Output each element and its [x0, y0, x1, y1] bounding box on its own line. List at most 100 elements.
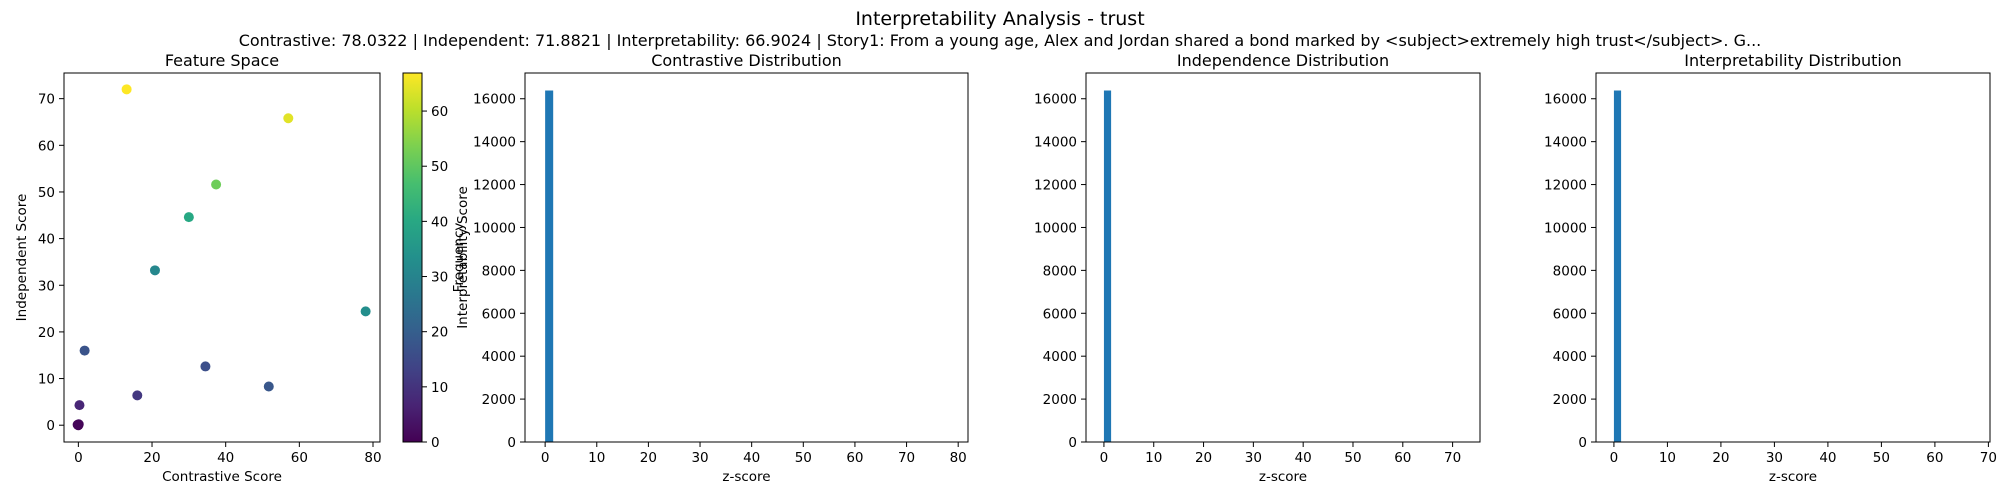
colorbar-tick-label: 30	[431, 270, 448, 286]
x-axis-label: Contrastive Score	[162, 469, 282, 485]
y-tick-label: 4000	[1043, 349, 1077, 365]
y-tick-label: 10	[38, 372, 55, 388]
x-tick-label: 30	[691, 450, 708, 466]
y-tick-label: 20	[38, 325, 55, 341]
x-tick-label: 70	[898, 450, 915, 466]
y-tick-label: 6000	[1043, 306, 1077, 322]
x-tick-label: 50	[795, 450, 812, 466]
y-tick-label: 12000	[1034, 178, 1077, 194]
y-tick-label: 6000	[1553, 306, 1587, 322]
colorbar-tick-label: 60	[431, 104, 448, 120]
scatter-point	[121, 84, 132, 95]
scatter-point	[200, 361, 211, 372]
plot-frame	[524, 72, 969, 443]
y-tick-label: 8000	[1553, 263, 1587, 279]
x-tick-label: 0	[1610, 450, 1619, 466]
figure-title: Interpretability Analysis - trust	[855, 8, 1144, 30]
y-tick-label: 8000	[482, 263, 516, 279]
y-axis-label: Independent Score	[14, 194, 30, 322]
y-tick-label: 2000	[1043, 392, 1077, 408]
panel-title: Contrastive Distribution	[651, 51, 842, 70]
x-axis-label: z-score	[1769, 469, 1817, 485]
y-tick-label: 4000	[1553, 349, 1587, 365]
plot-frame-top	[524, 72, 969, 443]
x-tick-label: 60	[291, 450, 308, 466]
colorbar-label: Interpretability Score	[455, 186, 471, 329]
y-tick-label: 14000	[473, 135, 516, 151]
x-tick-label: 20	[143, 450, 160, 466]
x-tick-label: 70	[1980, 450, 1997, 466]
y-tick-label: 40	[38, 232, 55, 248]
plot-frame	[63, 72, 381, 443]
y-tick-label: 6000	[482, 306, 516, 322]
x-tick-label: 70	[1444, 450, 1461, 466]
scatter-point	[74, 400, 85, 411]
panel-title: Independence Distribution	[1177, 51, 1389, 70]
y-tick-label: 0	[1578, 435, 1587, 451]
x-tick-label: 80	[364, 450, 381, 466]
x-tick-label: 0	[541, 450, 550, 466]
plot-frame-top	[1085, 72, 1481, 443]
scatter-point	[263, 381, 274, 392]
x-tick-label: 50	[1873, 450, 1890, 466]
x-axis-label: z-score	[722, 469, 770, 485]
x-tick-label: 0	[1100, 450, 1109, 466]
scatter-point	[183, 212, 194, 223]
scatter-point	[360, 306, 371, 317]
colorbar	[402, 72, 423, 443]
x-tick-label: 20	[1195, 450, 1212, 466]
colorbar-tick-label: 10	[431, 380, 448, 396]
x-tick-label: 10	[1659, 450, 1676, 466]
y-tick-label: 70	[38, 92, 55, 108]
x-tick-label: 0	[74, 450, 83, 466]
scatter-point	[79, 345, 90, 356]
y-tick-label: 16000	[1544, 92, 1587, 108]
colorbar-tick-label: 0	[431, 435, 440, 451]
y-axis-label: Frequency	[451, 223, 467, 293]
panel-title: Interpretability Distribution	[1684, 51, 1902, 70]
y-tick-label: 30	[38, 278, 55, 294]
plot-frame-top	[1595, 72, 1991, 443]
colorbar-tick-label: 40	[431, 214, 448, 230]
y-tick-label: 2000	[1553, 392, 1587, 408]
y-tick-label: 0	[46, 418, 55, 434]
x-axis-label: z-score	[1259, 469, 1307, 485]
y-tick-label: 50	[38, 185, 55, 201]
x-tick-label: 50	[1344, 450, 1361, 466]
figure-subtitle: Contrastive: 78.0322 | Independent: 71.8…	[239, 31, 1762, 50]
x-tick-label: 40	[217, 450, 234, 466]
colorbar-tick-label: 20	[431, 325, 448, 341]
y-tick-label: 10000	[473, 220, 516, 236]
y-tick-label: 10000	[1544, 220, 1587, 236]
scatter-point	[132, 390, 143, 401]
plot-frame	[1595, 72, 1991, 443]
x-tick-label: 80	[950, 450, 967, 466]
y-tick-label: 8000	[1043, 263, 1077, 279]
x-tick-label: 30	[1245, 450, 1262, 466]
y-tick-label: 4000	[482, 349, 516, 365]
x-tick-label: 10	[588, 450, 605, 466]
x-tick-label: 60	[846, 450, 863, 466]
y-tick-label: 12000	[473, 178, 516, 194]
y-tick-label: 0	[507, 435, 516, 451]
histogram-bar	[1613, 90, 1622, 443]
scatter-point	[211, 179, 222, 190]
scatter-point	[149, 265, 160, 276]
y-tick-label: 14000	[1544, 135, 1587, 151]
plot-frame	[1085, 72, 1481, 443]
x-tick-label: 20	[1712, 450, 1729, 466]
x-tick-label: 40	[1295, 450, 1312, 466]
histogram-bar	[545, 90, 554, 443]
panel-title: Feature Space	[165, 51, 279, 70]
x-tick-label: 10	[1145, 450, 1162, 466]
histogram-bar	[1103, 90, 1112, 443]
x-tick-label: 40	[1819, 450, 1836, 466]
colorbar-tick-label: 50	[431, 159, 448, 175]
x-tick-label: 60	[1394, 450, 1411, 466]
y-tick-label: 16000	[1034, 92, 1077, 108]
scatter-point	[72, 419, 83, 430]
scatter-point	[283, 113, 294, 124]
x-tick-label: 20	[640, 450, 657, 466]
